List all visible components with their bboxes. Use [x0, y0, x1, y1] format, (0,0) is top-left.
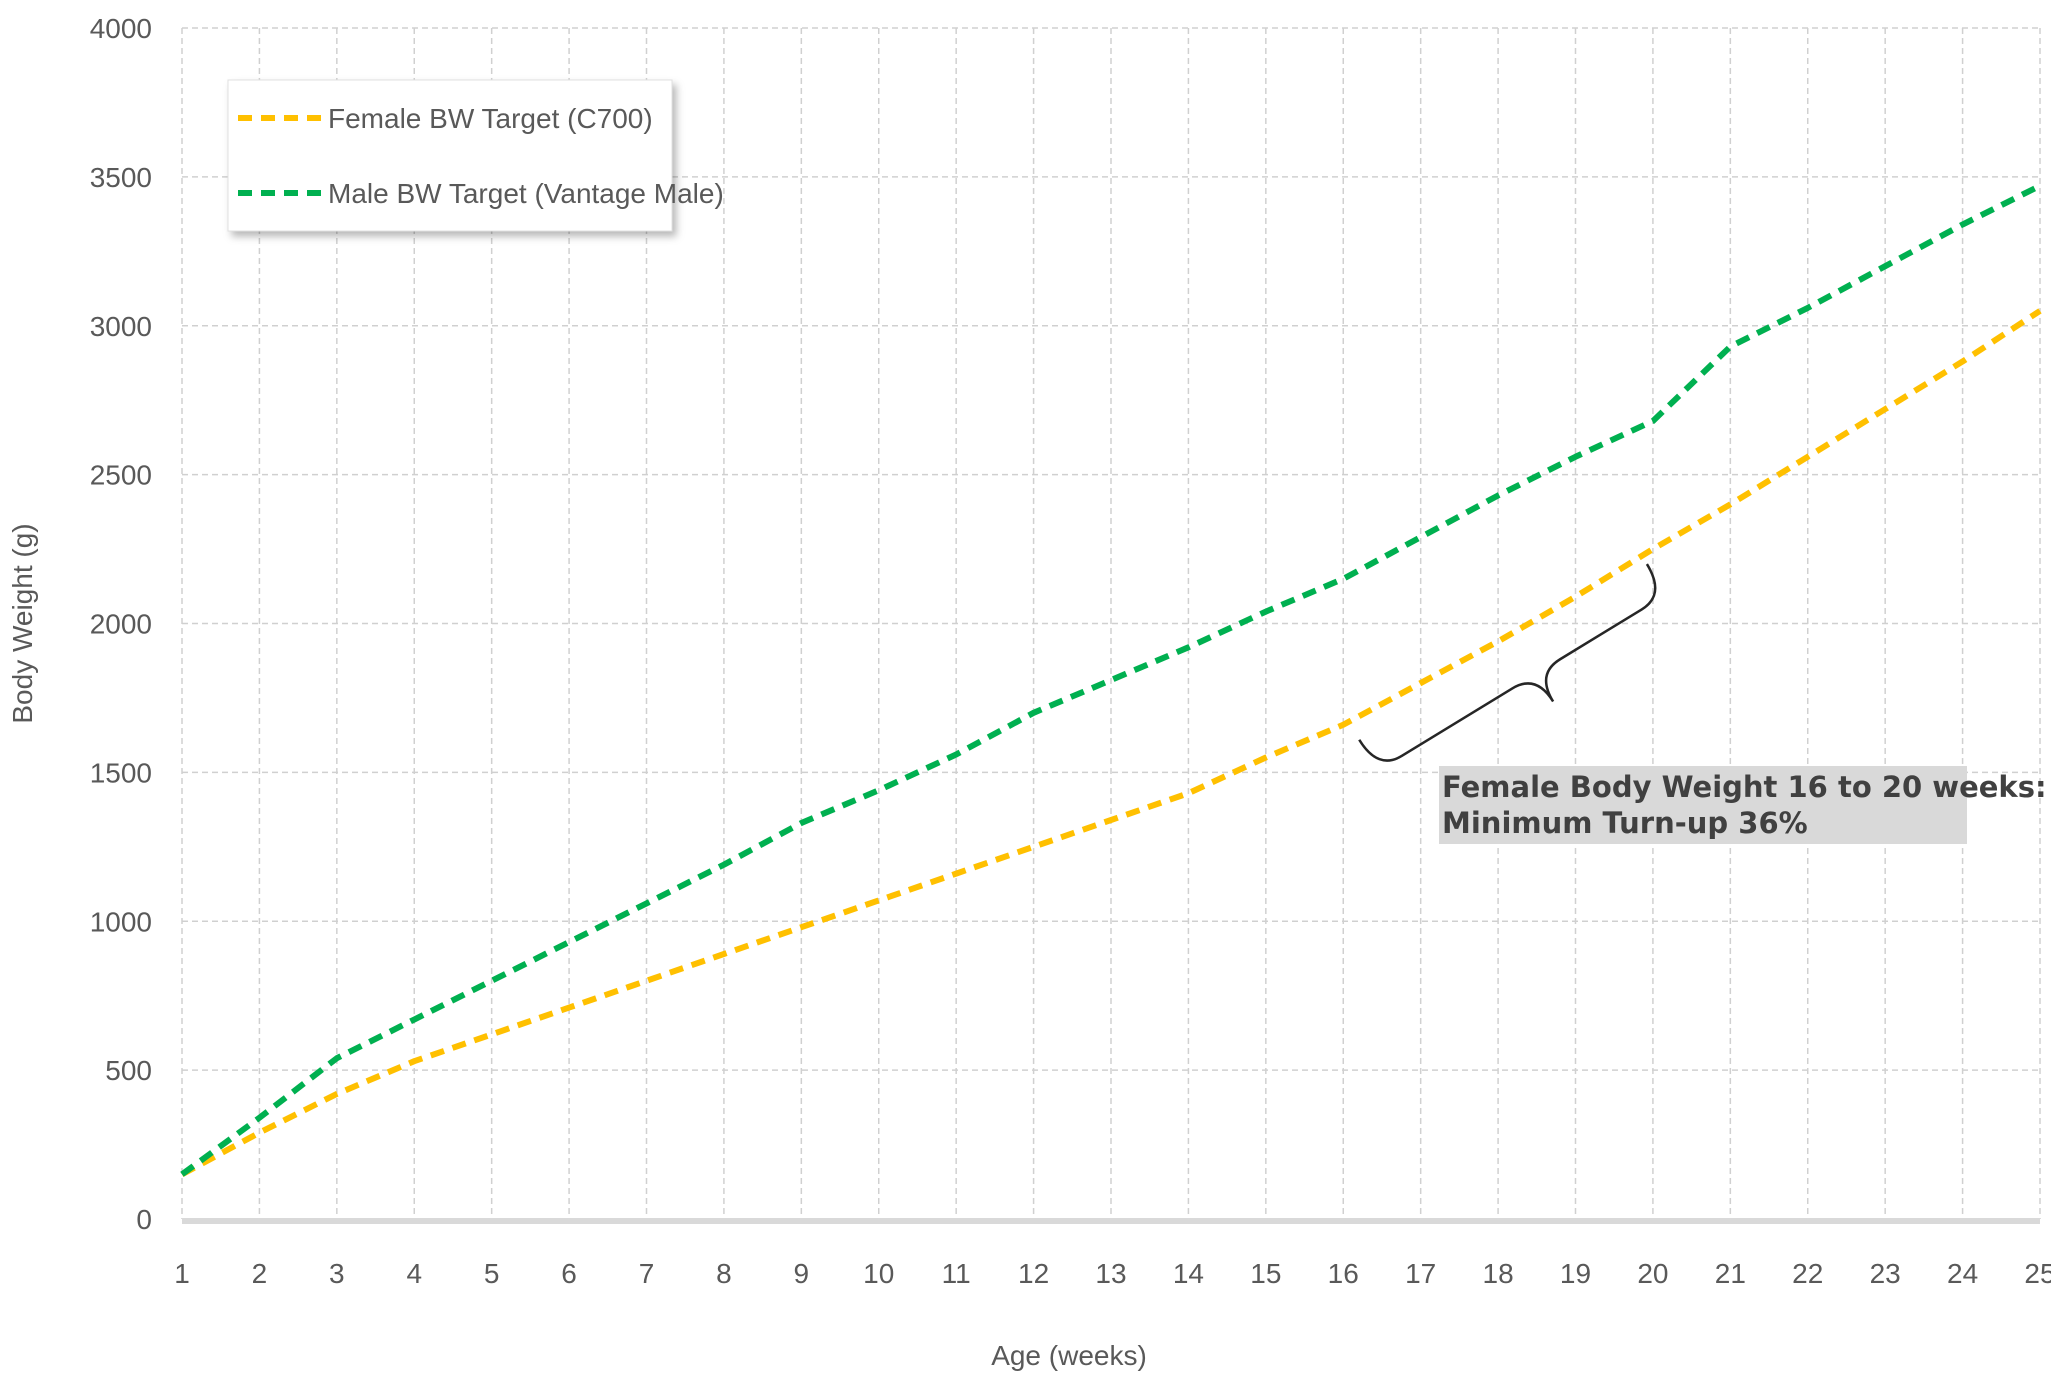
- x-tick-label: 5: [484, 1258, 500, 1289]
- annotation: Female Body Weight 16 to 20 weeks:Minimu…: [1358, 563, 2047, 844]
- y-tick-label: 0: [136, 1204, 152, 1235]
- y-tick-label: 500: [105, 1055, 152, 1086]
- y-tick-label: 4000: [90, 13, 152, 44]
- annotation-line-1: Female Body Weight 16 to 20 weeks:: [1442, 770, 2047, 804]
- x-tick-label: 12: [1018, 1258, 1049, 1289]
- x-tick-label: 20: [1637, 1258, 1668, 1289]
- x-tick-label: 8: [716, 1258, 732, 1289]
- annotation-line-2: Minimum Turn-up 36%: [1442, 806, 1808, 840]
- legend: Female BW Target (C700) Male BW Target (V…: [227, 79, 724, 232]
- series-line-female: [180, 308, 2042, 1177]
- y-tick-label: 3000: [90, 311, 152, 342]
- y-tick-label: 1000: [90, 906, 152, 937]
- x-tick-label: 7: [639, 1258, 655, 1289]
- x-tick-label: 13: [1095, 1258, 1126, 1289]
- legend-box: [227, 79, 673, 232]
- x-tick-label: 21: [1715, 1258, 1746, 1289]
- x-tick-label: 4: [406, 1258, 422, 1289]
- y-tick-label: 1500: [90, 757, 152, 788]
- legend-label-male: Male BW Target (Vantage Male): [328, 178, 724, 209]
- legend-label-female: Female BW Target (C700): [328, 103, 653, 134]
- x-tick-label: 24: [1947, 1258, 1978, 1289]
- axes: 1 2 3 4 5 6 7 8 9 10 11 12 13 14 15 16 17 18 19 20 21 22 23 24 2…: [7, 13, 2051, 1371]
- annotation-box: [1439, 766, 1967, 844]
- x-tick-label: 22: [1792, 1258, 1823, 1289]
- x-tick-label: 10: [863, 1258, 894, 1289]
- y-tick-label: 3500: [90, 162, 152, 193]
- series-lines: [180, 183, 2042, 1177]
- x-axis-title: Age (weeks): [991, 1340, 1147, 1371]
- x-tick-label: 9: [794, 1258, 810, 1289]
- x-tick-label: 14: [1173, 1258, 1204, 1289]
- x-tick-label: 6: [561, 1258, 577, 1289]
- x-tick-label: 19: [1560, 1258, 1591, 1289]
- grid: [181, 27, 2041, 1219]
- x-tick-label: 16: [1328, 1258, 1359, 1289]
- x-tick-label: 3: [329, 1258, 345, 1289]
- y-tick-label: 2500: [90, 460, 152, 491]
- x-tick-label: 1: [174, 1258, 190, 1289]
- x-tick-label: 25: [2024, 1258, 2051, 1289]
- x-tick-label: 23: [1870, 1258, 1901, 1289]
- x-tick-label: 2: [252, 1258, 268, 1289]
- x-tick-label: 18: [1483, 1258, 1514, 1289]
- y-tick-label: 2000: [90, 609, 152, 640]
- x-tick-label: 15: [1250, 1258, 1281, 1289]
- y-axis-title: Body Weight (g): [7, 523, 38, 723]
- x-tick-label: 11: [942, 1258, 971, 1289]
- annotation-brace: [1358, 563, 1657, 762]
- x-tick-label: 17: [1405, 1258, 1436, 1289]
